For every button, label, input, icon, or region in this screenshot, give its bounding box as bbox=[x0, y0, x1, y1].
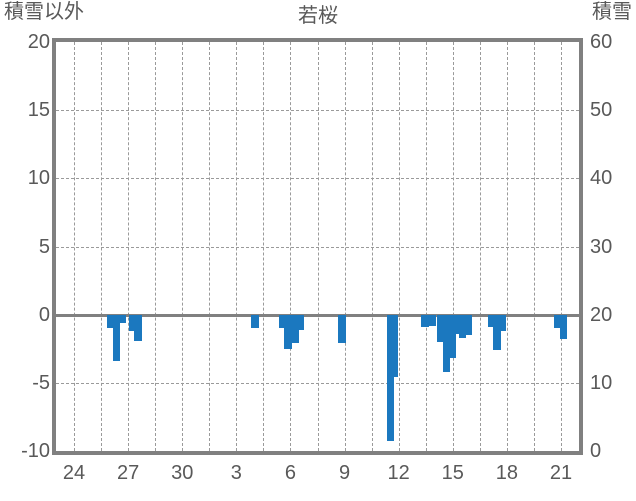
y-axis-left-tick-label: 20 bbox=[27, 31, 50, 53]
plot-inner bbox=[56, 42, 579, 451]
zero-line bbox=[56, 313, 579, 317]
bar bbox=[118, 314, 126, 323]
y-axis-right-tick-label: 60 bbox=[590, 31, 613, 53]
x-axis-tick-label: 27 bbox=[117, 462, 140, 484]
bar bbox=[296, 314, 305, 330]
x-axis-tick-label: 30 bbox=[171, 462, 194, 484]
y-axis-left-tick-label: 10 bbox=[27, 167, 50, 190]
bar bbox=[128, 314, 137, 332]
bar bbox=[448, 314, 456, 359]
bar bbox=[554, 314, 563, 329]
x-axis-tick-label: 18 bbox=[495, 462, 518, 484]
y-axis-left-tick-label: -5 bbox=[32, 371, 50, 394]
plot-area bbox=[52, 38, 583, 455]
bar bbox=[112, 314, 121, 361]
bar bbox=[283, 314, 292, 349]
bar bbox=[559, 314, 568, 340]
horizontal-gridline bbox=[56, 382, 579, 384]
y-axis-right-tick-label: 0 bbox=[590, 440, 602, 462]
bar bbox=[278, 314, 287, 329]
horizontal-gridline bbox=[56, 110, 579, 112]
x-axis-tick-label: 12 bbox=[387, 462, 410, 484]
x-axis-tick-label: 15 bbox=[441, 462, 464, 484]
right-axis-title: 積雪 bbox=[592, 1, 632, 23]
x-axis-tick-label: 21 bbox=[549, 462, 573, 484]
y-axis-right-tick-label: 50 bbox=[590, 99, 613, 122]
y-axis-left-tick-label: 0 bbox=[38, 303, 50, 326]
y-axis-right-tick-label: 40 bbox=[590, 167, 613, 190]
y-axis-right-tick-label: 30 bbox=[590, 235, 613, 258]
bar bbox=[493, 314, 501, 351]
bar bbox=[291, 314, 299, 344]
horizontal-gridline bbox=[56, 178, 579, 180]
bar bbox=[386, 314, 395, 442]
bar bbox=[338, 314, 346, 344]
y-axis-left-tick-label: -10 bbox=[21, 440, 50, 462]
bar bbox=[464, 314, 472, 336]
x-axis-tick-label: 24 bbox=[62, 462, 86, 484]
bar bbox=[428, 314, 436, 326]
x-axis-tick-label: 3 bbox=[230, 462, 242, 484]
y-axis-left-tick-label: 5 bbox=[38, 235, 50, 258]
horizontal-gridline bbox=[56, 246, 579, 248]
bar bbox=[442, 314, 451, 372]
bar bbox=[390, 314, 398, 378]
bar bbox=[421, 314, 429, 327]
left-axis-title: 積雪以外 bbox=[4, 1, 84, 23]
y-axis-left-tick-label: 15 bbox=[27, 99, 50, 122]
bar bbox=[437, 314, 445, 342]
x-axis-tick-label: 9 bbox=[338, 462, 351, 484]
page-title: 若桜 bbox=[298, 5, 338, 27]
bar bbox=[498, 314, 507, 332]
bar bbox=[487, 314, 496, 327]
bar bbox=[134, 314, 142, 341]
bar bbox=[453, 314, 462, 334]
bar bbox=[107, 314, 115, 329]
bar bbox=[251, 314, 260, 329]
y-axis-right-tick-label: 20 bbox=[590, 303, 613, 326]
x-axis-tick-label: 6 bbox=[284, 462, 296, 484]
bar bbox=[458, 314, 467, 338]
y-axis-right-tick-label: 10 bbox=[590, 371, 613, 394]
